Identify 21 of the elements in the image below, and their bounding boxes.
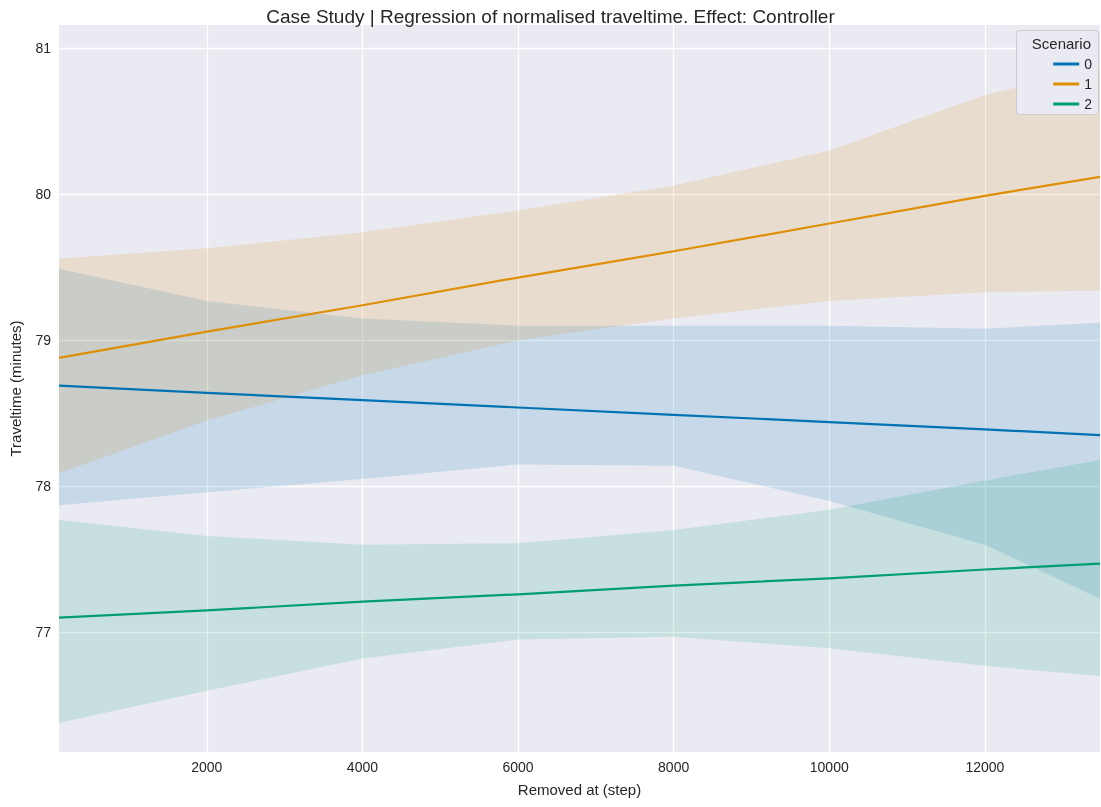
x-tick-label: 12000 bbox=[965, 759, 1005, 775]
legend-label: 0 bbox=[1084, 56, 1093, 72]
x-tick-label: 8000 bbox=[658, 759, 690, 775]
line-series bbox=[57, 384, 1101, 437]
legend-label: 2 bbox=[1084, 96, 1093, 112]
y-axis-title: Traveltime (minutes) bbox=[7, 320, 24, 457]
y-tick-label: 77 bbox=[35, 624, 52, 641]
line-series bbox=[57, 562, 1101, 619]
x-tick-label: 10000 bbox=[809, 759, 849, 775]
y-tick-label: 78 bbox=[35, 478, 52, 495]
legend-title: Scenario bbox=[1031, 35, 1091, 52]
y-tick-label: 80 bbox=[35, 186, 52, 203]
x-axis-title: Removed at (step) bbox=[517, 781, 642, 798]
y-tick-label: 79 bbox=[35, 332, 52, 349]
x-tick-label: 6000 bbox=[502, 759, 534, 775]
y-tick-label: 81 bbox=[35, 40, 52, 57]
x-tick-label: 2000 bbox=[191, 759, 223, 775]
x-tick-label: 4000 bbox=[346, 759, 379, 775]
line-series bbox=[57, 175, 1101, 359]
chart-title: Case Study | Regression of normalised traveltime. Effect: Controller bbox=[266, 6, 836, 27]
legend-label: 1 bbox=[1084, 76, 1093, 92]
